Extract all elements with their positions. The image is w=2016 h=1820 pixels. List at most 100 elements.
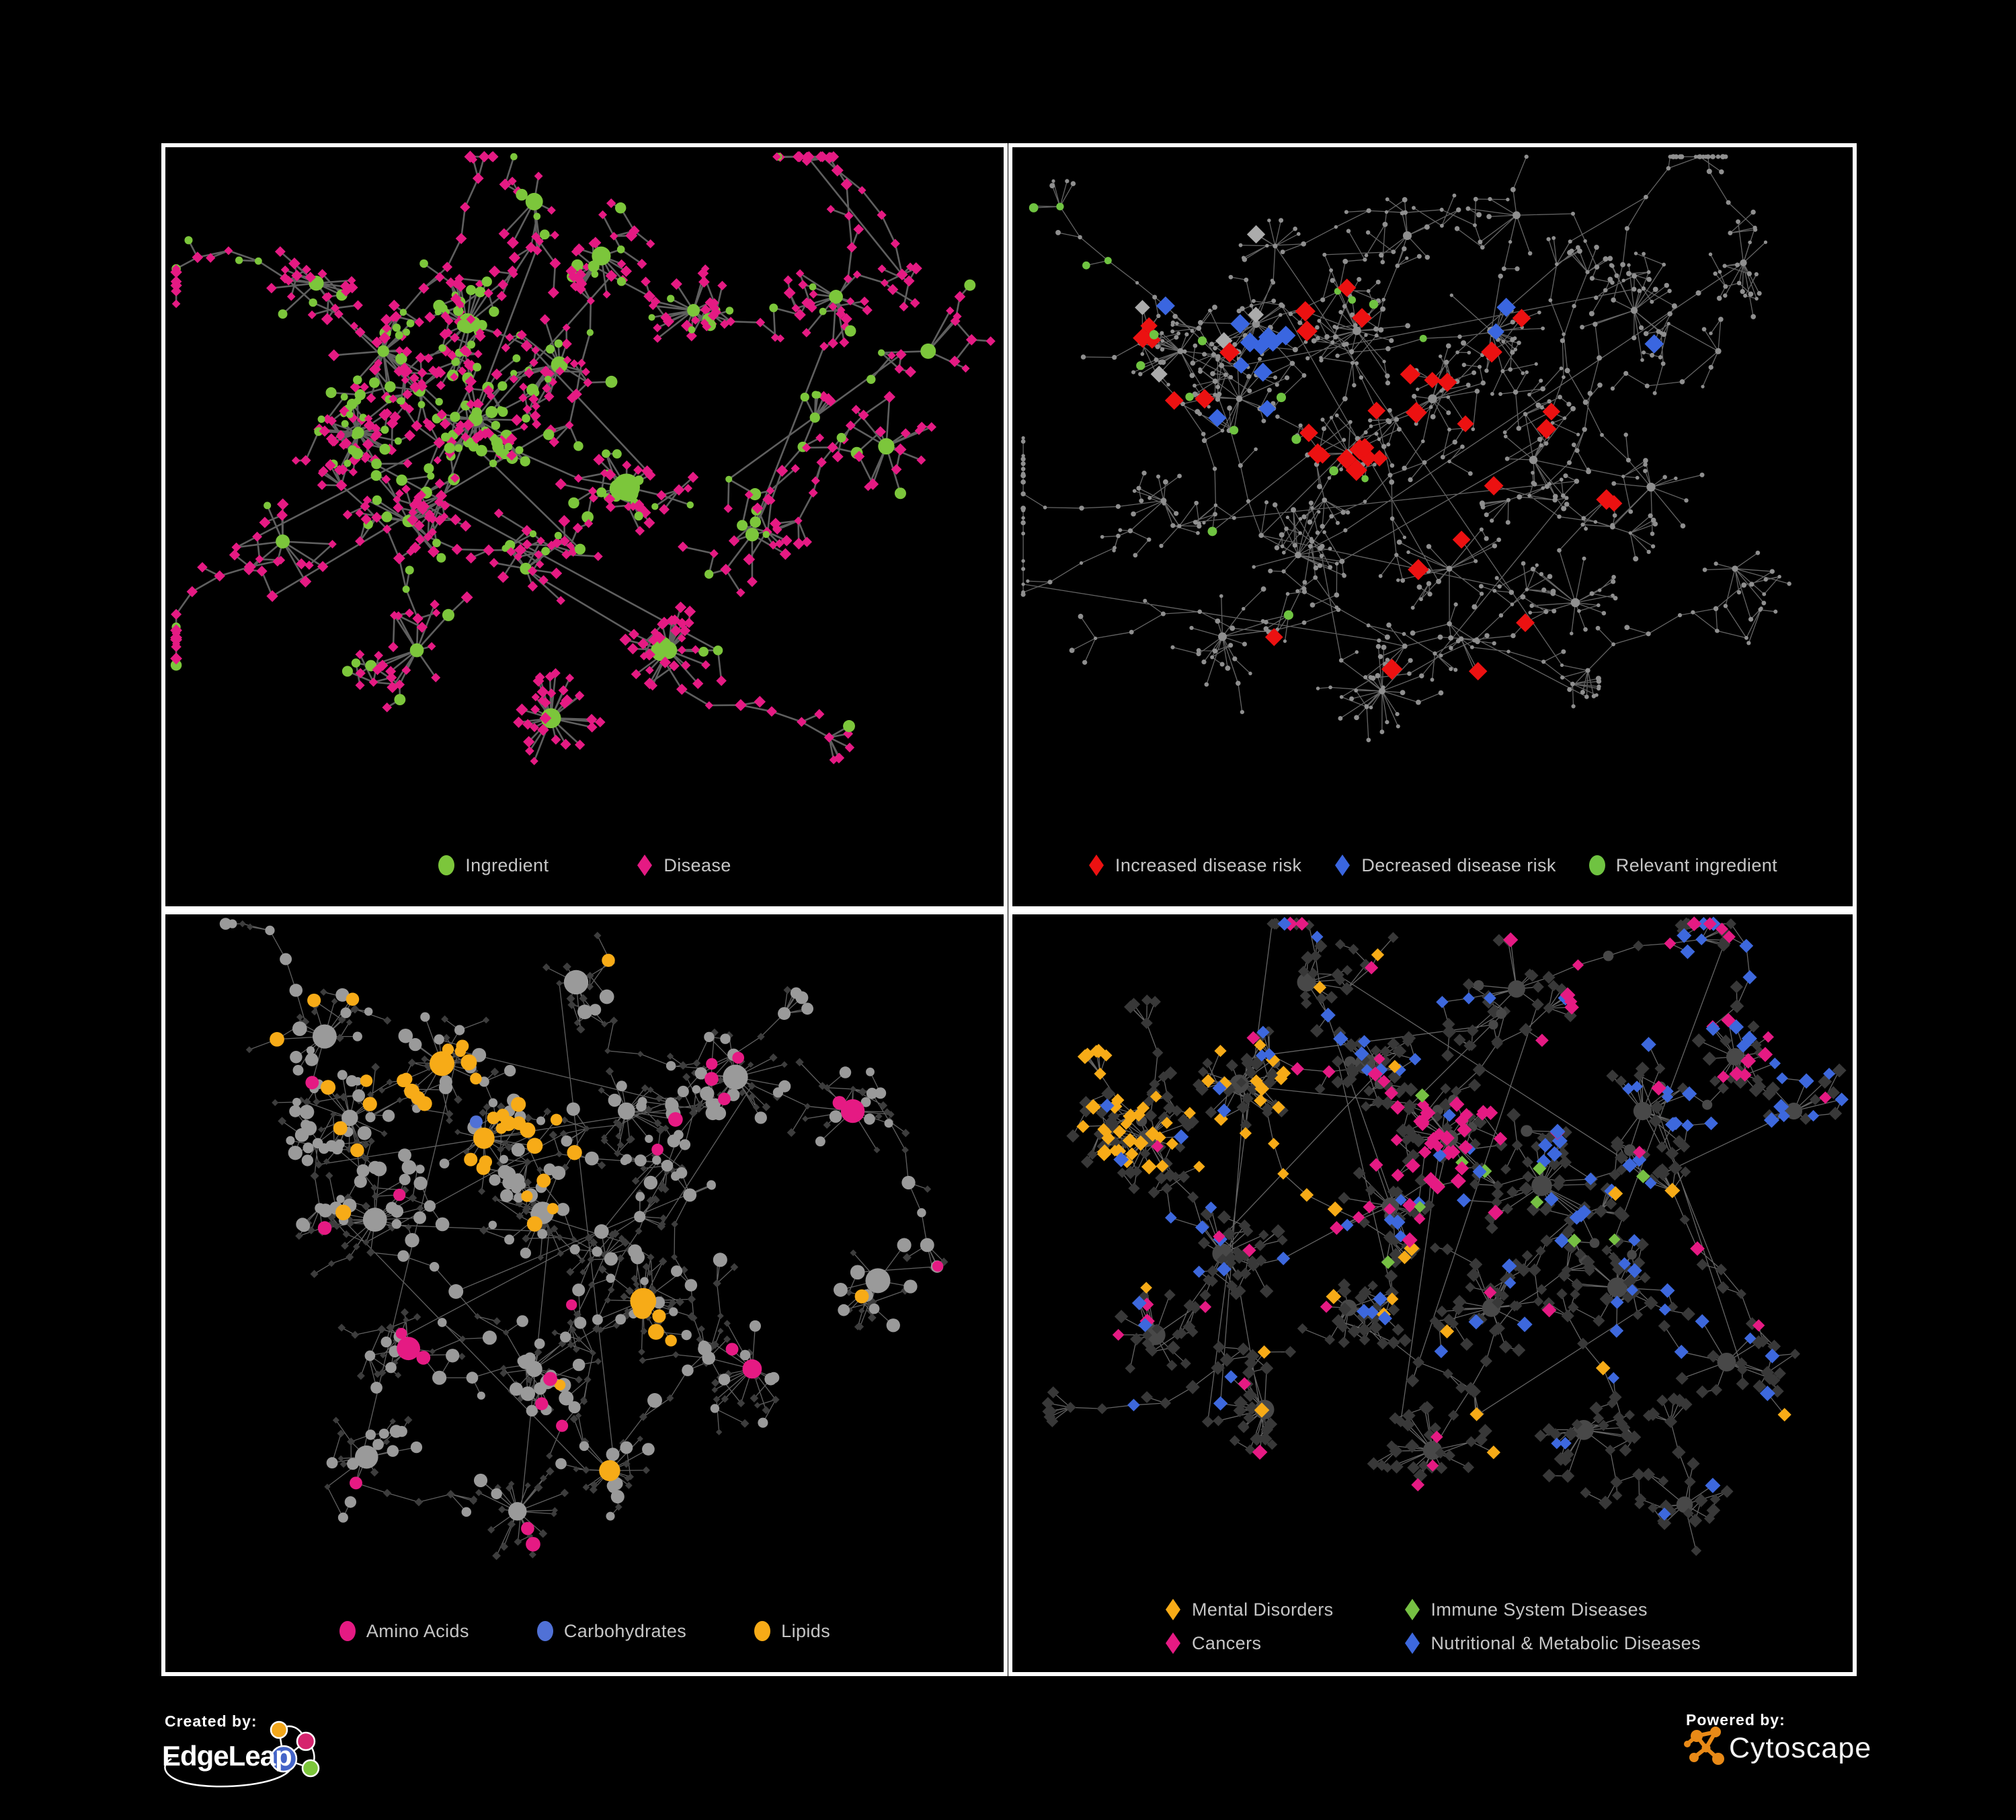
network-node <box>1736 280 1742 286</box>
network-node <box>1423 1429 1436 1441</box>
network-node <box>1478 1423 1492 1438</box>
network-node <box>325 1171 333 1180</box>
network-node <box>491 436 503 448</box>
network-node <box>1597 686 1601 691</box>
network-node <box>671 1253 678 1261</box>
network-node <box>1506 498 1511 502</box>
network-node <box>1364 333 1368 338</box>
network-node <box>388 1223 397 1232</box>
network-node <box>450 372 458 381</box>
network-node <box>1510 602 1515 606</box>
network-node <box>1369 705 1373 710</box>
network-node <box>1717 1352 1736 1372</box>
network-node <box>1233 357 1250 374</box>
network-node <box>444 316 454 325</box>
network-node <box>1773 609 1778 614</box>
network-node <box>1554 262 1559 266</box>
network-node <box>1496 297 1516 317</box>
network-node <box>1328 565 1333 570</box>
network-node <box>1405 401 1427 424</box>
network-node <box>1426 1459 1439 1472</box>
increased-disease-risk-diamond-icon <box>1088 855 1104 876</box>
network-node <box>466 1372 479 1384</box>
network-node <box>1761 600 1767 606</box>
network-node <box>679 625 691 637</box>
network-node <box>1332 1055 1344 1068</box>
network-node <box>1785 1103 1803 1120</box>
network-node <box>1828 1107 1843 1121</box>
network-node <box>1320 543 1325 549</box>
network-node <box>171 264 181 273</box>
network-node <box>306 1046 315 1055</box>
network-node <box>435 489 448 502</box>
network-node <box>1196 651 1201 657</box>
network-node <box>622 1312 631 1320</box>
network-node <box>1021 508 1026 513</box>
network-node <box>317 1221 332 1235</box>
network-node <box>1363 258 1367 262</box>
network-node <box>1334 287 1342 295</box>
network-node <box>399 1072 413 1086</box>
network-node <box>383 1438 391 1446</box>
network-node <box>1189 625 1194 631</box>
network-node <box>624 1308 631 1314</box>
network-node <box>526 1536 540 1552</box>
network-node <box>1539 571 1544 576</box>
network-node <box>1266 1439 1278 1450</box>
network-node <box>1480 502 1485 508</box>
network-node <box>518 1354 533 1370</box>
network-node <box>510 413 523 426</box>
network-node <box>1215 385 1221 389</box>
network-node <box>371 512 382 523</box>
network-node <box>1252 338 1270 356</box>
network-node <box>1595 625 1601 631</box>
network-node <box>542 963 551 972</box>
network-node <box>1246 225 1266 244</box>
network-node <box>1484 476 1504 496</box>
network-node <box>1510 319 1515 325</box>
network-node <box>600 1251 610 1260</box>
network-node <box>1339 467 1344 472</box>
network-node <box>1624 1410 1636 1421</box>
network-node <box>1365 961 1379 975</box>
network-node <box>1474 559 1478 563</box>
network-node <box>532 419 542 430</box>
network-node <box>416 489 426 500</box>
network-node <box>1441 1243 1453 1255</box>
network-node <box>802 1115 809 1122</box>
network-node <box>1131 370 1136 374</box>
network-node <box>1429 1422 1441 1434</box>
network-node <box>1534 1429 1547 1442</box>
network-node <box>1529 455 1538 465</box>
network-node <box>574 1316 587 1329</box>
network-node <box>462 419 475 432</box>
network-node <box>1735 262 1740 268</box>
created-by-label: Created by: <box>165 1712 257 1730</box>
network-node <box>1350 360 1355 365</box>
network-node <box>1735 1357 1748 1370</box>
network-node <box>433 456 442 465</box>
network-node <box>1542 1468 1556 1482</box>
network-node <box>713 1395 721 1403</box>
network-node <box>758 1417 768 1428</box>
network-node <box>1217 1210 1232 1224</box>
network-node <box>1537 436 1543 442</box>
network-node <box>389 1418 396 1425</box>
network-node <box>1509 1258 1523 1272</box>
network-node <box>299 1105 315 1119</box>
network-node <box>219 918 232 930</box>
network-node <box>266 282 277 294</box>
network-node <box>1313 980 1327 994</box>
network-node <box>1021 454 1025 458</box>
network-node <box>1523 412 1528 417</box>
network-node <box>1556 983 1568 996</box>
network-node <box>1730 980 1743 994</box>
network-node <box>1291 507 1297 513</box>
network-node <box>320 1080 336 1095</box>
network-node <box>1732 565 1738 572</box>
network-node <box>380 426 389 434</box>
network-node <box>1347 1067 1359 1079</box>
network-node <box>1744 635 1748 640</box>
network-node <box>366 393 376 403</box>
network-node <box>1656 1141 1668 1153</box>
